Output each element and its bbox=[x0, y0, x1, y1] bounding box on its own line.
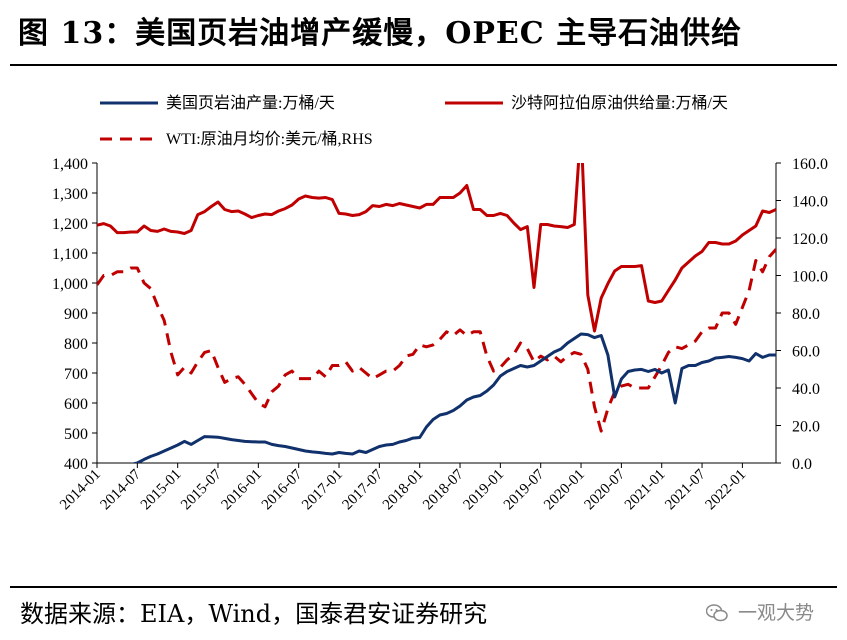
y-tick-label-left: 400 bbox=[64, 456, 88, 473]
y-tick-label-right: 60.0 bbox=[792, 344, 820, 361]
x-tick-label: 2021-07 bbox=[662, 466, 709, 513]
x-tick-label: 2014-01 bbox=[57, 467, 104, 514]
y-tick-label-left: 1,300 bbox=[52, 186, 88, 203]
y-tick-label-left: 1,200 bbox=[52, 216, 88, 233]
x-tick-label: 2022-01 bbox=[703, 467, 750, 514]
y-tick-label-right: 20.0 bbox=[792, 419, 820, 436]
source-note: 数据来源：EIA，Wind，国泰君安证券研究 bbox=[20, 600, 488, 628]
legend-label: 沙特阿拉伯原油供给量:万桶/天 bbox=[511, 94, 728, 112]
chart-title: 图 13：美国页岩油增产缓慢，OPEC 主导石油供给 bbox=[18, 16, 743, 51]
wechat-icon bbox=[706, 604, 728, 622]
shale-oil-series-line bbox=[130, 332, 776, 463]
legend: 美国页岩油产量:万桶/天 沙特阿拉伯原油供给量:万桶/天 WTI:原油月均价:美元/… bbox=[100, 94, 728, 148]
y-tick-label-right: 100.0 bbox=[792, 269, 828, 286]
series-layer bbox=[97, 163, 776, 463]
y-tick-label-left: 900 bbox=[64, 306, 88, 323]
y-tick-label-left: 800 bbox=[64, 336, 88, 353]
x-tick-label: 2014-07 bbox=[97, 466, 144, 513]
y-tick-label-left: 1,000 bbox=[52, 276, 88, 293]
line-chart: 美国页岩油产量:万桶/天 沙特阿拉伯原油供给量:万桶/天 WTI:原油月均价:美元/… bbox=[52, 94, 828, 514]
y-tick-label-right: 160.0 bbox=[792, 156, 828, 173]
watermark-text: 一观大势 bbox=[738, 602, 815, 624]
legend-label: 美国页岩油产量:万桶/天 bbox=[166, 94, 335, 112]
x-tick-label: 2018-01 bbox=[380, 467, 427, 514]
y-tick-label-right: 120.0 bbox=[792, 231, 828, 248]
y-tick-label-left: 600 bbox=[64, 396, 88, 413]
y-tick-label-left: 1,100 bbox=[52, 246, 88, 263]
y-tick-label-right: 140.0 bbox=[792, 194, 828, 211]
x-tick-label: 2020-07 bbox=[582, 466, 629, 513]
y-tick-label-right: 40.0 bbox=[792, 381, 820, 398]
x-tick-label: 2020-01 bbox=[541, 467, 588, 514]
x-tick-label: 2021-01 bbox=[622, 467, 669, 514]
saudi-supply-series-line bbox=[97, 163, 776, 333]
x-tick-label: 2016-07 bbox=[259, 466, 306, 513]
y-tick-label-left: 1,400 bbox=[52, 156, 88, 173]
y-tick-label-right: 80.0 bbox=[792, 306, 820, 323]
y-tick-label-left: 700 bbox=[64, 366, 88, 383]
top-rule bbox=[10, 64, 837, 66]
legend-label: WTI:原油月均价:美元/桶,RHS bbox=[166, 130, 373, 148]
x-tick-label: 2017-07 bbox=[340, 466, 387, 513]
y-tick-label-left: 500 bbox=[64, 426, 88, 443]
x-tick-label: 2019-07 bbox=[501, 466, 548, 513]
bottom-rule bbox=[10, 586, 837, 588]
x-tick-label: 2017-01 bbox=[299, 467, 346, 514]
y-tick-label-right: 0.0 bbox=[792, 456, 812, 473]
x-tick-label: 2019-01 bbox=[461, 467, 508, 514]
x-tick-label: 2018-07 bbox=[420, 466, 467, 513]
x-tick-label: 2015-01 bbox=[138, 467, 185, 514]
watermark: 一观大势 bbox=[706, 598, 814, 625]
x-tick-label: 2016-01 bbox=[219, 467, 266, 514]
x-tick-label: 2015-07 bbox=[178, 466, 225, 513]
